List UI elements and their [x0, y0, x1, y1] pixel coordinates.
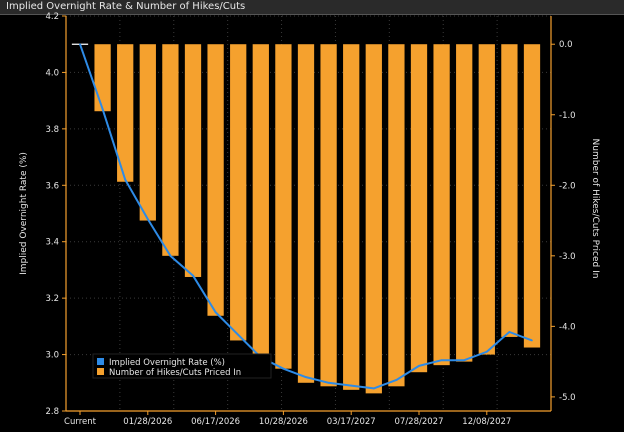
y-tick-label: 3.2: [45, 294, 59, 304]
y-tick-label: 3.8: [45, 125, 59, 135]
bar: [433, 44, 450, 366]
legend-label-bar: Number of Hikes/Cuts Priced In: [109, 368, 241, 378]
bar: [275, 44, 292, 369]
y2-tick-label: -4.0: [559, 322, 576, 332]
chart-title: Implied Overnight Rate & Number of Hikes…: [6, 1, 246, 12]
bar: [456, 44, 473, 362]
x-tick-label: 01/28/2026: [123, 417, 172, 427]
line-point: [373, 387, 375, 390]
bar: [139, 44, 156, 221]
bar: [478, 44, 495, 355]
line-point: [486, 350, 488, 353]
x-tick-label: 03/17/2027: [327, 417, 376, 427]
bar-series: [71, 43, 541, 394]
line-point: [192, 274, 194, 277]
bar: [388, 44, 405, 387]
bar: [501, 44, 518, 337]
x-tick-label: 07/28/2027: [395, 417, 444, 427]
legend-swatch-line: [97, 358, 104, 365]
y-tick-label: 3.0: [45, 351, 59, 361]
y-tick-label: 4.2: [45, 12, 59, 22]
x-tick-label: 10/28/2026: [259, 417, 308, 427]
chart-title-bar: Implied Overnight Rate & Number of Hikes…: [0, 0, 624, 15]
line-point: [531, 339, 533, 342]
line-point: [147, 218, 149, 220]
y-tick-label: 3.6: [45, 181, 59, 191]
legend-swatch-bar: [97, 368, 104, 375]
y-tick-label: 3.4: [45, 238, 59, 248]
y2-axis-label: Number of Hikes/Cuts Priced In: [590, 139, 600, 279]
axes: 2.8 3.0 3.2 3.4 3.6 3.8 4.0 4.2 0.0 -1.0 -2.0 -3.0 -…: [19, 12, 600, 427]
line-series: [79, 43, 533, 390]
y-tick-label: 2.8: [45, 407, 59, 417]
line-point: [214, 311, 217, 314]
line-point: [124, 178, 126, 181]
line-point: [169, 255, 172, 257]
line-point: [237, 334, 239, 336]
y2-tick-label: -5.0: [559, 393, 576, 403]
bar: [320, 44, 337, 387]
bar: [297, 44, 315, 383]
bar: [252, 44, 269, 359]
line-point: [440, 359, 443, 362]
bar: [365, 44, 382, 394]
bar: [410, 44, 428, 373]
line-point: [327, 381, 330, 384]
line-point: [508, 331, 511, 333]
legend-box: [92, 353, 272, 379]
legend: Implied Overnight Rate (%)Number of Hike…: [92, 353, 272, 379]
legend-label-line: Implied Overnight Rate (%): [109, 358, 225, 368]
bar: [94, 44, 111, 112]
y2-tick-label: -3.0: [559, 252, 576, 262]
line-point: [463, 359, 466, 362]
line-point: [305, 376, 307, 378]
x-tick-label: 12/08/2027: [462, 417, 511, 427]
y2-tick-label: -2.0: [559, 181, 576, 191]
bar: [230, 44, 247, 341]
bar: [343, 44, 360, 390]
bar: [207, 44, 224, 316]
line-point: [79, 43, 81, 46]
bar: [117, 44, 134, 182]
x-tick-label: Current: [64, 417, 97, 427]
line-point: [350, 384, 353, 387]
bar: [523, 44, 541, 348]
bar: [162, 44, 179, 256]
bar: [184, 44, 202, 277]
line-point: [395, 379, 398, 381]
line-point: [101, 108, 104, 110]
y2-tick-label: 0.0: [559, 40, 573, 50]
x-tick-label: 06/17/2026: [191, 417, 240, 427]
line-point: [418, 365, 420, 367]
y2-tick-label: -1.0: [559, 111, 576, 121]
y-tick-label: 4.0: [45, 68, 59, 78]
line-point: [282, 367, 285, 370]
y-axis-label: Implied Overnight Rate (%): [19, 152, 29, 275]
